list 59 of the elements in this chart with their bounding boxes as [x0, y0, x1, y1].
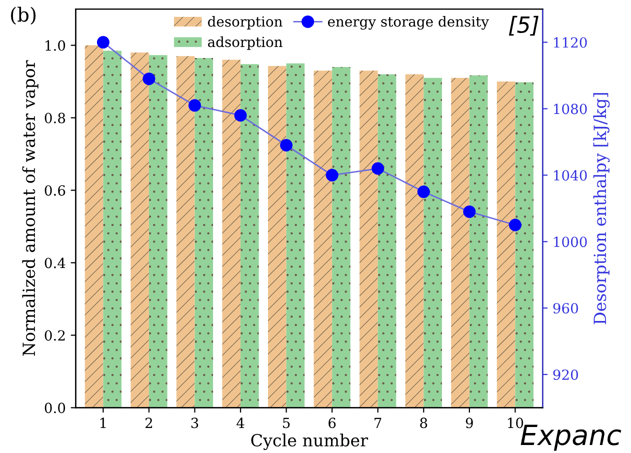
y2-tick-label: 960: [553, 303, 578, 314]
y2-tick-label: 920: [553, 369, 578, 380]
y-tick-label: 0.6: [44, 185, 66, 196]
bar: [360, 70, 378, 408]
y2-axis-title: Desorption enthalpy [kJ/kg]: [593, 93, 610, 324]
y2-tick-label: 1080: [554, 104, 587, 114]
x-tick-label: 7: [374, 418, 382, 428]
x-tick-label: 6: [328, 418, 336, 428]
y-axis-title: Normalized amount of water vapor: [22, 60, 38, 356]
annotation: [5]: [508, 16, 538, 36]
point: [372, 162, 384, 175]
legend-label: energy storage density: [328, 16, 489, 30]
y2-tick-label: 1000: [554, 236, 587, 248]
y-tick-label: 1.0: [46, 40, 66, 51]
bar: [130, 52, 149, 408]
bar: [176, 56, 195, 408]
bar: [148, 55, 168, 408]
y-tick-label: 0.4: [44, 258, 66, 268]
bar: [332, 67, 350, 408]
bar: [378, 74, 396, 408]
point: [417, 186, 430, 198]
bar: [469, 75, 488, 408]
bar: [496, 82, 516, 408]
y-tick-label: 0.2: [44, 330, 65, 341]
y2-tick-label: 1120: [554, 37, 587, 48]
bar: [268, 66, 286, 408]
bar: [314, 70, 332, 408]
point: [508, 218, 522, 232]
y-tick-label: 0.8: [44, 112, 66, 124]
x-tick-label: 8: [420, 418, 428, 428]
point: [142, 72, 156, 86]
x-axis-title: Cycle number: [251, 434, 368, 450]
bar: [451, 78, 470, 408]
text: (b): [11, 6, 36, 25]
x-tick-label: 1: [100, 418, 106, 428]
point: [188, 99, 201, 112]
bar: [103, 50, 122, 408]
x-tick-label: 9: [466, 418, 473, 428]
legend-label: adsorption: [208, 36, 282, 50]
bar: [84, 45, 104, 408]
y2-tick-label: 1040: [554, 170, 587, 181]
legend-label: desorption: [208, 16, 282, 30]
x-tick-label: 3: [191, 418, 198, 428]
point: [96, 36, 110, 49]
bar: [222, 60, 241, 408]
bar: [286, 63, 305, 408]
x-tick-label: 5: [283, 418, 290, 428]
bar: [405, 74, 424, 408]
x-tick-label: 2: [145, 418, 152, 428]
bar: [424, 78, 442, 408]
bar: [515, 82, 534, 408]
y-tick-label: 0.0: [44, 402, 66, 414]
point: [463, 205, 476, 218]
point: [234, 109, 247, 122]
bar: [240, 64, 259, 408]
bar: [194, 58, 214, 408]
x-tick-label: 4: [236, 418, 244, 428]
point: [326, 168, 338, 182]
point: [280, 139, 293, 152]
